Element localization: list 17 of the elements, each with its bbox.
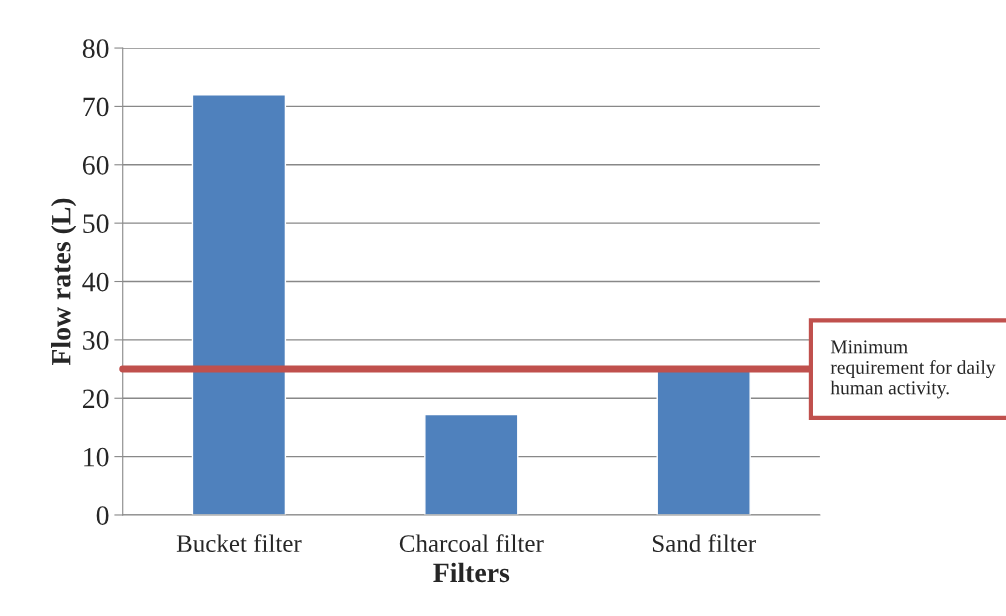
y-axis-title: Flow rates (L) xyxy=(51,198,77,366)
y-tick-label: 60 xyxy=(82,155,109,175)
x-tick-label: Charcoal filter xyxy=(399,534,544,553)
x-tick-label: Sand filter xyxy=(652,534,756,553)
y-tick-label: 40 xyxy=(82,272,109,292)
y-tick-label: 70 xyxy=(83,97,109,117)
y-tick-label: 50 xyxy=(83,214,109,234)
ref-line-label: Minimum requirement for daily human activity. xyxy=(830,340,996,399)
y-tick-label: 30 xyxy=(83,331,109,350)
bar xyxy=(424,413,519,515)
bar xyxy=(191,94,287,515)
x-axis-title: Filters xyxy=(433,562,510,583)
y-tick-label: 20 xyxy=(82,389,109,409)
y-tick-label: 10 xyxy=(84,447,109,467)
x-tick-label: Bucket filter xyxy=(176,534,302,553)
y-tick-label: 0 xyxy=(96,506,109,525)
y-tick-label: 80 xyxy=(82,39,109,58)
